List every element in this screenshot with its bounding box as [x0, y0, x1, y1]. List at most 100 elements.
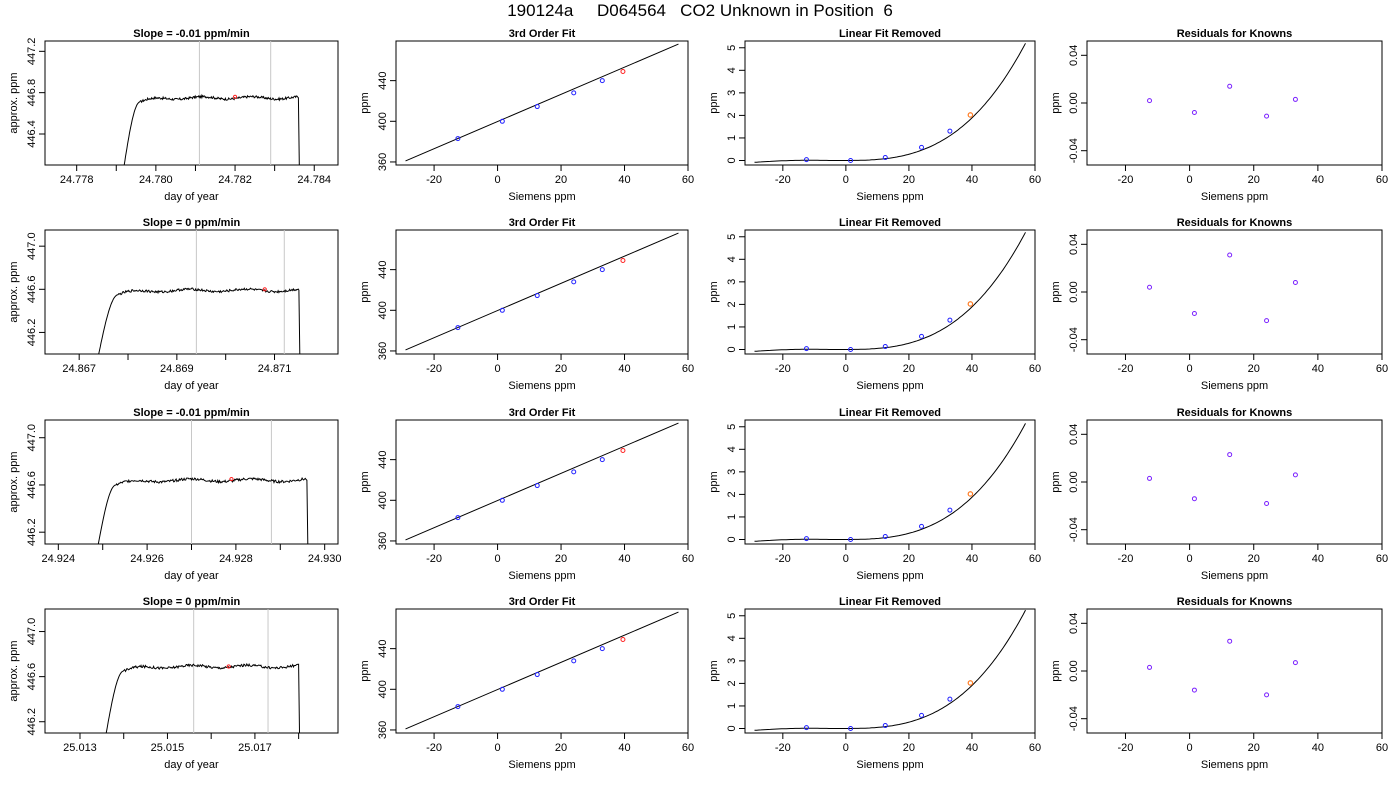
x-tick-label: 0 — [843, 363, 849, 375]
panel-1-1: Slope = -0.01 ppm/min 24.778 24.780 24.782 2… — [8, 28, 339, 203]
y-axis-label: ppm — [359, 471, 371, 492]
panel-title: Linear Fit Removed — [839, 596, 941, 608]
x-tick-label: 60 — [682, 742, 694, 754]
x-tick-label: 40 — [1312, 553, 1324, 565]
x-tick-label: 40 — [618, 553, 630, 565]
residual-point — [1227, 252, 1233, 258]
y-tick-label: 4 — [726, 256, 738, 262]
plot-area — [1147, 83, 1298, 119]
y-axis-label: ppm — [1050, 281, 1062, 302]
y-tick-label: -0.04 — [1068, 517, 1080, 542]
x-axis-label: Siemens ppm — [856, 759, 923, 771]
residual-point — [1147, 475, 1153, 481]
y-axis-label: approx. ppm — [8, 261, 20, 322]
known-point — [499, 307, 505, 313]
x-tick-label: 24.782 — [218, 174, 252, 186]
residual-point — [1191, 310, 1197, 316]
y-tick-label: 446.2 — [26, 518, 38, 546]
y-tick-label: 5 — [726, 613, 738, 619]
unknown-point — [620, 68, 626, 74]
y-tick-label: 360 — [377, 342, 389, 360]
known-point — [499, 497, 505, 503]
x-tick-label: 24.869 — [160, 363, 194, 375]
plot-frame — [1086, 229, 1383, 355]
y-tick-label: 0.00 — [1068, 471, 1080, 492]
y-tick-label: 360 — [377, 721, 389, 739]
x-tick-label: 40 — [618, 742, 630, 754]
residual-point — [1292, 472, 1298, 478]
x-tick-label: 60 — [682, 363, 694, 375]
panel-3-2: 3rd Order Fit -20 0 20 40 60 360 400 440 Siemens … — [359, 407, 694, 582]
y-tick-label: -0.04 — [1068, 138, 1080, 163]
known-point — [848, 157, 854, 163]
x-tick-label: 20 — [903, 363, 915, 375]
known-point — [455, 325, 461, 331]
plot-area — [754, 43, 1026, 163]
plot-frame — [395, 40, 689, 166]
known-point — [534, 483, 540, 489]
known-point — [947, 128, 953, 134]
x-tick-label: 40 — [1312, 742, 1324, 754]
residual-point — [1264, 692, 1270, 698]
residual-point — [1292, 279, 1298, 285]
plot-area — [405, 43, 679, 162]
x-tick-label: -20 — [426, 363, 442, 375]
y-axis-label: ppm — [1050, 660, 1062, 681]
y-axis-label: ppm — [359, 281, 371, 302]
known-point — [571, 90, 577, 96]
x-tick-label: 20 — [1248, 553, 1260, 565]
x-tick-label: 24.784 — [297, 174, 331, 186]
y-axis-label: ppm — [708, 92, 720, 113]
panel-3-1: Slope = -0.01 ppm/min 24.924 24.926 24.928 2… — [8, 407, 342, 582]
y-tick-label: 400 — [377, 301, 389, 319]
x-tick-label: 20 — [555, 553, 567, 565]
y-tick-label: 2 — [726, 301, 738, 307]
y-tick-label: 0.04 — [1068, 424, 1080, 445]
unknown-point — [967, 491, 974, 497]
known-point — [803, 346, 809, 352]
x-tick-label: 40 — [966, 174, 978, 186]
known-point — [534, 104, 540, 110]
timeseries-line — [97, 476, 309, 544]
unknown-point — [967, 680, 974, 686]
residual-point — [1147, 98, 1153, 104]
y-tick-label: 446.2 — [26, 708, 38, 736]
known-point — [455, 515, 461, 521]
plot-frame — [44, 40, 339, 166]
x-axis-label: Siemens ppm — [508, 380, 575, 392]
x-axis-label: Siemens ppm — [856, 570, 923, 582]
panel-title: Linear Fit Removed — [839, 407, 941, 419]
plot-frame — [395, 419, 689, 545]
unknown-point — [620, 447, 626, 453]
x-tick-label: 40 — [618, 174, 630, 186]
known-point — [599, 457, 605, 463]
y-tick-label: 0.00 — [1068, 92, 1080, 113]
x-tick-label: 0 — [495, 553, 501, 565]
residual-point — [1147, 664, 1153, 670]
x-tick-label: 60 — [1029, 553, 1041, 565]
y-tick-label: 0.00 — [1068, 660, 1080, 681]
x-tick-label: 0 — [1187, 742, 1193, 754]
y-tick-label: 447.0 — [26, 424, 38, 452]
x-axis-label: Siemens ppm — [856, 191, 923, 203]
y-tick-label: 0.04 — [1068, 234, 1080, 255]
y-tick-label: 1 — [726, 514, 738, 520]
unknown-point — [967, 301, 974, 307]
y-tick-label: 446.2 — [26, 319, 38, 347]
known-point — [571, 469, 577, 475]
y-tick-label: 0 — [726, 157, 738, 163]
y-tick-label: 400 — [377, 491, 389, 509]
panel-title: Slope = 0 ppm/min — [143, 596, 241, 608]
y-tick-label: 0.04 — [1068, 613, 1080, 634]
residual-point — [1227, 83, 1233, 89]
x-tick-label: 0 — [495, 174, 501, 186]
sample-marker — [232, 94, 238, 99]
residual-point — [1264, 318, 1270, 324]
y-axis-label: approx. ppm — [8, 72, 20, 133]
y-tick-label: 5 — [726, 424, 738, 430]
x-tick-label: 20 — [1248, 174, 1260, 186]
x-tick-label: 20 — [555, 174, 567, 186]
x-tick-label: 40 — [966, 742, 978, 754]
y-tick-label: 1 — [726, 703, 738, 709]
y-tick-label: 0.00 — [1068, 281, 1080, 302]
